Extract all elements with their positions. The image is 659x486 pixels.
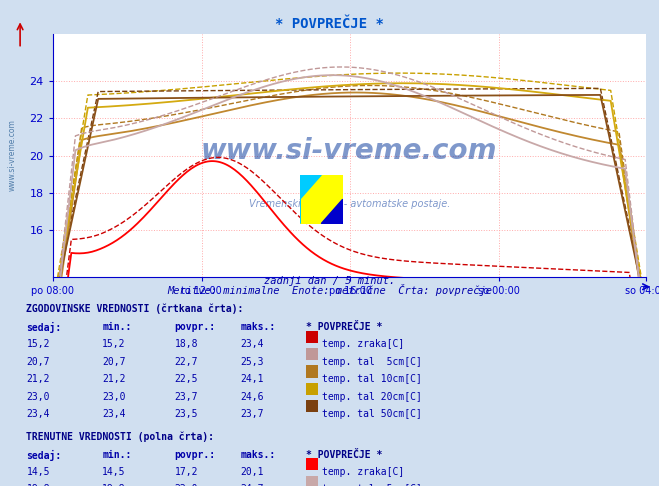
Text: 19,8: 19,8 [26,485,50,486]
Text: 24,6: 24,6 [241,392,264,401]
Text: povpr.:: povpr.: [175,322,215,332]
Text: * POVPREČJE *: * POVPREČJE * [275,17,384,31]
Text: sedaj:: sedaj: [26,322,61,333]
Text: TRENUTNE VREDNOSTI (polna črta):: TRENUTNE VREDNOSTI (polna črta): [26,432,214,442]
Text: ZGODOVINSKE VREDNOSTI (črtkana črta):: ZGODOVINSKE VREDNOSTI (črtkana črta): [26,304,244,314]
Polygon shape [322,199,343,224]
Text: 17,2: 17,2 [175,467,198,477]
Text: Meritve: minimalne  Enote: metrične  Črta: povprečje: Meritve: minimalne Enote: metrične Črta:… [167,284,492,296]
Text: 15,2: 15,2 [26,339,50,349]
Text: 23,5: 23,5 [175,409,198,419]
Text: temp. tal  5cm[C]: temp. tal 5cm[C] [322,485,422,486]
Text: www.si-vreme.com: www.si-vreme.com [8,120,17,191]
Text: temp. zraka[C]: temp. zraka[C] [322,467,405,477]
Polygon shape [300,175,322,224]
Text: sedaj:: sedaj: [26,450,61,461]
Text: maks.:: maks.: [241,450,275,460]
Text: 19,8: 19,8 [102,485,126,486]
Text: temp. zraka[C]: temp. zraka[C] [322,339,405,349]
Text: * POVPREČJE *: * POVPREČJE * [306,450,383,460]
Text: 18,8: 18,8 [175,339,198,349]
Text: 23,4: 23,4 [102,409,126,419]
Text: 23,0: 23,0 [26,392,50,401]
Text: 24,1: 24,1 [241,374,264,384]
Text: 20,7: 20,7 [102,357,126,367]
Text: temp. tal 50cm[C]: temp. tal 50cm[C] [322,409,422,419]
Text: www.si-vreme.com: www.si-vreme.com [201,137,498,165]
Text: 21,2: 21,2 [102,374,126,384]
Text: 24,7: 24,7 [241,485,264,486]
Text: Vremenski podatki - avtomatske postaje.: Vremenski podatki - avtomatske postaje. [248,199,450,209]
Text: 15,2: 15,2 [102,339,126,349]
Text: 23,0: 23,0 [102,392,126,401]
Text: 25,3: 25,3 [241,357,264,367]
Text: 23,7: 23,7 [241,409,264,419]
Text: povpr.:: povpr.: [175,450,215,460]
Text: 20,7: 20,7 [26,357,50,367]
Text: temp. tal  5cm[C]: temp. tal 5cm[C] [322,357,422,367]
Text: zadnji dan / 5 minut.: zadnji dan / 5 minut. [264,277,395,286]
Text: 22,0: 22,0 [175,485,198,486]
Text: min.:: min.: [102,450,132,460]
Text: maks.:: maks.: [241,322,275,332]
Text: 22,5: 22,5 [175,374,198,384]
Text: 20,1: 20,1 [241,467,264,477]
Text: 23,7: 23,7 [175,392,198,401]
Text: min.:: min.: [102,322,132,332]
Text: 21,2: 21,2 [26,374,50,384]
Text: temp. tal 20cm[C]: temp. tal 20cm[C] [322,392,422,401]
Text: 23,4: 23,4 [26,409,50,419]
Text: 23,4: 23,4 [241,339,264,349]
Text: 14,5: 14,5 [102,467,126,477]
Text: 22,7: 22,7 [175,357,198,367]
Text: 14,5: 14,5 [26,467,50,477]
Text: temp. tal 10cm[C]: temp. tal 10cm[C] [322,374,422,384]
Text: * POVPREČJE *: * POVPREČJE * [306,322,383,332]
